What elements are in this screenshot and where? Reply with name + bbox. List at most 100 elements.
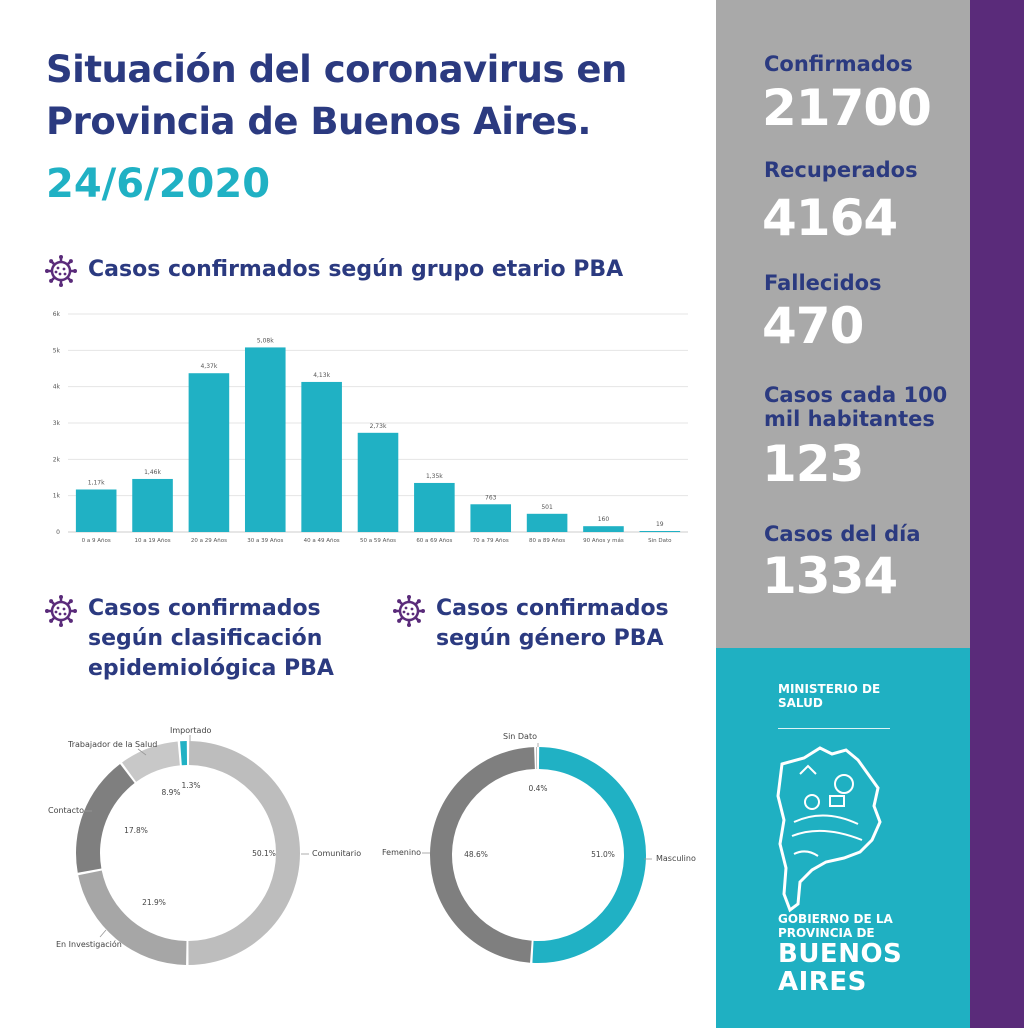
virus-spike-tip	[416, 599, 421, 604]
stat-label-recuperados: Recuperados	[764, 158, 918, 182]
virus-dot	[62, 267, 66, 271]
virus-dot	[56, 606, 60, 610]
gender-donut-chart: 51.0% Masculino 48.6% Femenino 0.4% Sin Dato	[382, 732, 696, 963]
bar	[244, 347, 286, 532]
epi-donut-chart: 50.1% Comunitario 21.9% En Investigación 17.…	[48, 726, 361, 965]
slice-data-label: 21.9%	[142, 898, 166, 907]
slice-data-label: 48.6%	[464, 850, 488, 859]
bar-data-label: 19	[656, 521, 664, 528]
virus-dot	[58, 612, 62, 616]
bar-data-label: 1,46k	[144, 469, 161, 476]
epi-section-title: Casos confirmados según clasificación ep…	[88, 596, 334, 681]
donut-slice	[188, 741, 301, 965]
virus-icon	[45, 595, 77, 627]
y-tick-label: 0	[56, 529, 60, 536]
stat-value-recuperados: 4164	[762, 189, 898, 247]
stat-label-casos-del-dia: Casos del día	[764, 522, 921, 546]
virus-spike-tip	[397, 599, 402, 604]
x-tick-label: 50 a 59 Años	[360, 538, 396, 544]
age-section-title: Casos confirmados según grupo etario PBA	[88, 257, 624, 282]
x-tick-label: 70 a 79 Años	[473, 538, 509, 544]
bar	[414, 482, 455, 532]
virus-spike-tip	[407, 595, 411, 599]
y-tick-label: 4k	[53, 384, 61, 391]
bar	[75, 489, 117, 532]
slice-category-label: En Investigación	[56, 939, 122, 949]
virus-dot	[54, 610, 58, 614]
donut-slice	[78, 870, 187, 965]
bar	[188, 373, 230, 532]
y-tick-label: 2k	[53, 456, 61, 463]
bar-data-label: 2,73k	[370, 423, 387, 430]
virus-spike-tip	[59, 255, 63, 259]
virus-dot	[54, 270, 58, 274]
bar-data-label: 763	[485, 494, 497, 501]
x-tick-label: 90 Años y más	[583, 537, 624, 544]
virus-spike-tip	[73, 269, 77, 273]
x-tick-label: 80 a 89 Años	[529, 538, 565, 544]
virus-spike-tip	[68, 259, 73, 264]
virus-spike-tip	[49, 599, 54, 604]
bar-data-label: 4,13k	[313, 372, 330, 379]
stat-label-fallecidos: Fallecidos	[764, 271, 882, 295]
y-tick-label: 6k	[53, 311, 61, 318]
age-section-heading: Casos confirmados según grupo etario PBA	[44, 254, 623, 288]
bar	[526, 513, 568, 532]
province-map-logo	[776, 746, 882, 913]
virus-dot	[62, 607, 66, 611]
virus-spike-tip	[68, 278, 73, 283]
slice-category-label: Trabajador de la Salud	[67, 740, 157, 749]
virus-dot	[63, 612, 67, 616]
virus-spike-tip	[416, 618, 421, 623]
x-tick-label: 40 a 49 Años	[304, 538, 340, 544]
virus-spike-tip	[68, 599, 73, 604]
bar-data-label: 5,08k	[257, 337, 274, 344]
bar	[357, 432, 399, 532]
main-panel: Situación del coronavirus en Provincia d…	[44, 48, 696, 965]
slice-data-label: 0.4%	[528, 784, 547, 793]
x-tick-label: 60 a 69 Años	[416, 538, 452, 544]
report-date: 24/6/2020	[46, 161, 271, 207]
slice-category-label: Contacto	[48, 806, 84, 815]
virus-icon	[45, 255, 77, 287]
stat-value-casos-del-dia: 1334	[762, 547, 898, 605]
gender-section-heading: Casos confirmados según género PBA	[392, 594, 692, 654]
stats-panel: Confirmados 21700 Recuperados 4164 Falle…	[716, 0, 970, 648]
virus-spike-tip	[49, 259, 54, 264]
virus-body	[50, 600, 72, 622]
y-tick-label: 5k	[53, 347, 61, 354]
x-tick-label: 10 a 19 Años	[134, 538, 170, 544]
slice-data-label: 51.0%	[591, 850, 615, 859]
label-leader	[137, 748, 147, 756]
virus-dot	[411, 612, 415, 616]
virus-dot	[406, 612, 410, 616]
bar	[301, 381, 342, 532]
stat-label-confirmados: Confirmados	[764, 52, 913, 76]
y-tick-label: 3k	[53, 420, 61, 427]
donut-slice	[536, 747, 538, 770]
x-tick-label: 20 a 29 Años	[191, 538, 227, 544]
bar	[583, 526, 624, 532]
donut-slice	[430, 747, 535, 963]
donut-slice	[122, 741, 180, 782]
slice-data-label: 50.1%	[252, 849, 276, 858]
slice-category-label: Importado	[170, 726, 212, 735]
gender-section-title: Casos confirmados según género PBA	[436, 596, 669, 651]
government-label: GOBIERNO DE LA PROVINCIA DE	[778, 912, 893, 940]
virus-spike-tip	[59, 595, 63, 599]
virus-dot	[404, 606, 408, 610]
brand-panel: MINISTERIO DE SALUD GOBIERNO DE LA PROVI…	[716, 648, 970, 1028]
stat-value-confirmados: 21700	[762, 79, 932, 137]
slice-category-label: Femenino	[382, 848, 421, 857]
virus-spike-tip	[45, 269, 49, 273]
virus-dot	[58, 272, 62, 276]
bar	[639, 531, 681, 532]
slice-category-label: Masculino	[656, 854, 696, 863]
virus-spike-tip	[397, 618, 402, 623]
decorative-strip	[970, 0, 1024, 1028]
virus-body	[50, 260, 72, 282]
virus-spike-tip	[49, 618, 54, 623]
donut-slice	[180, 741, 188, 766]
virus-dot	[56, 266, 60, 270]
virus-dot	[402, 610, 406, 614]
